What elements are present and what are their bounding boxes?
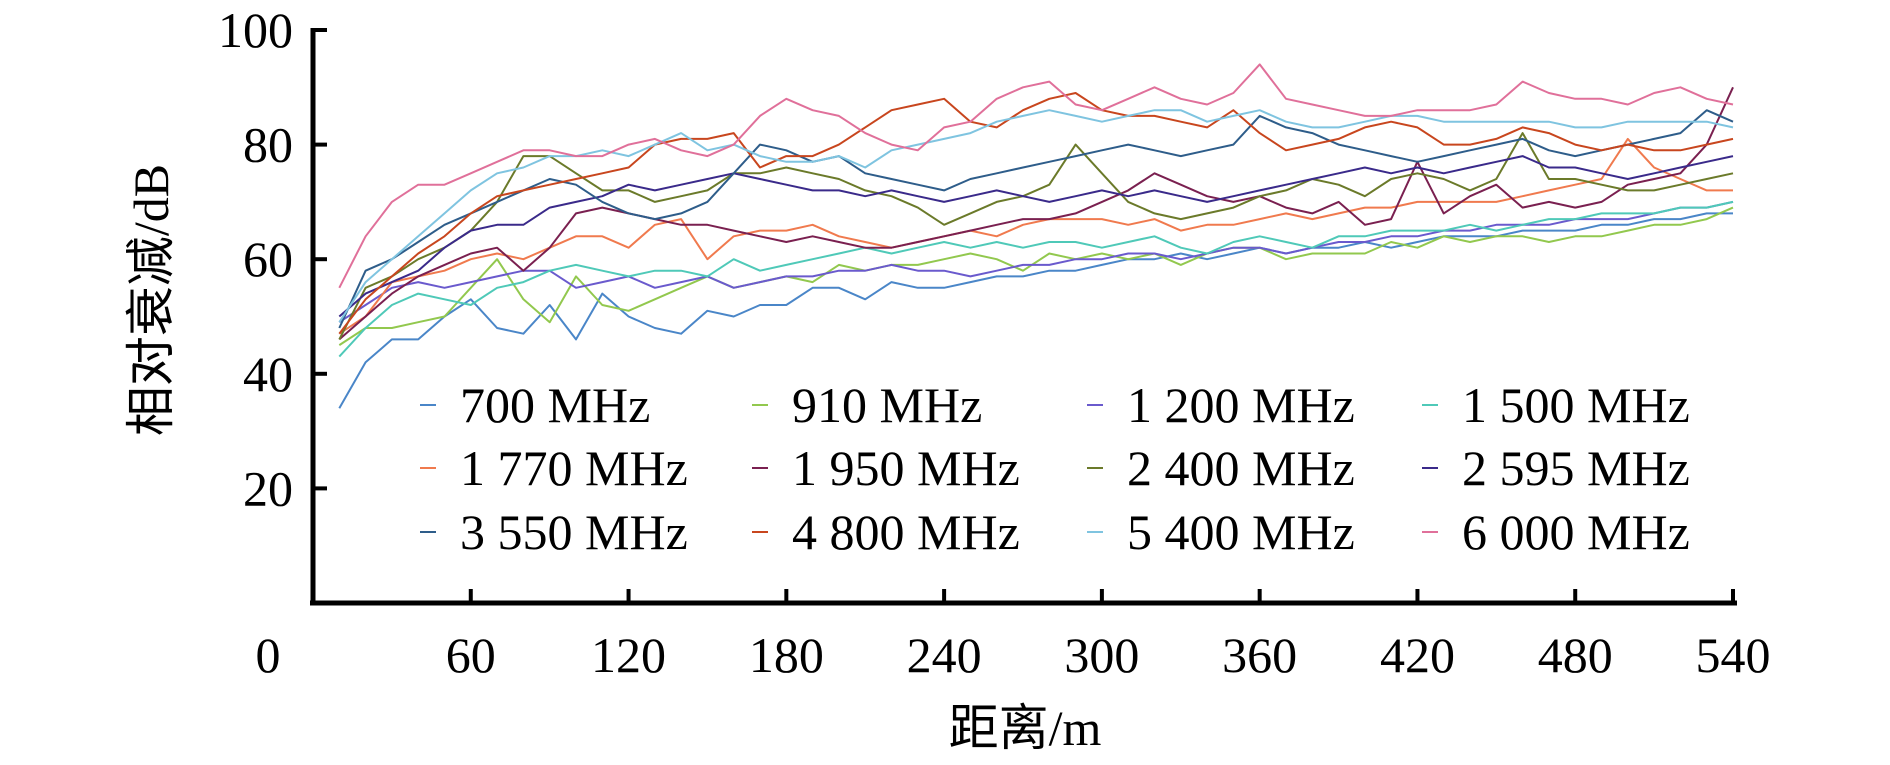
x-tick-label: 300 (1064, 627, 1139, 683)
legend-label: 3 550 MHz (460, 504, 688, 560)
y-tick-label: 40 (243, 346, 293, 402)
chart-axes (310, 28, 1737, 606)
series-line-10 (338, 109, 1734, 323)
x-tick-label: 240 (907, 627, 982, 683)
series-line-6 (338, 132, 1734, 340)
series-line-3 (338, 200, 1734, 358)
x-axis-ticks: 0 60 120 180 240 300 360 420 480 540 (256, 589, 1771, 683)
x-tick-label: 480 (1538, 627, 1613, 683)
legend-label: 910 MHz (792, 377, 982, 433)
series-line-8 (338, 109, 1734, 329)
x-tick-label: 360 (1222, 627, 1297, 683)
legend: 700 MHz 910 MHz 1 200 MHz 1 500 MHz 1 770 MH… (420, 377, 1690, 560)
series-line-1 (338, 206, 1734, 346)
legend-label: 5 400 MHz (1127, 504, 1355, 560)
series-line-2 (338, 200, 1734, 324)
legend-label: 1 770 MHz (460, 440, 688, 496)
y-axis-ticks: 20 40 60 80 100 (218, 2, 327, 516)
series-line-4 (338, 137, 1733, 335)
series-line-11 (338, 63, 1734, 289)
y-tick-label: 60 (243, 231, 293, 287)
series-line-7 (338, 155, 1734, 318)
legend-label: 4 800 MHz (792, 504, 1020, 560)
x-tick-label: 540 (1696, 627, 1771, 683)
y-axis-title: 相对衰减/dB (123, 164, 179, 436)
series-lines (338, 63, 1734, 409)
legend-label: 1 950 MHz (792, 440, 1020, 496)
legend-label: 1 500 MHz (1462, 377, 1690, 433)
x-tick-label: 0 (256, 627, 281, 683)
x-axis-title: 距离/m (949, 700, 1102, 756)
legend-label: 700 MHz (460, 377, 650, 433)
legend-label: 2 400 MHz (1127, 440, 1355, 496)
series-line-5 (338, 86, 1734, 341)
series-line-9 (338, 92, 1734, 335)
x-tick-label: 180 (749, 627, 824, 683)
legend-label: 1 200 MHz (1127, 377, 1355, 433)
y-tick-label: 80 (243, 117, 293, 173)
x-tick-label: 420 (1380, 627, 1455, 683)
legend-label: 6 000 MHz (1462, 504, 1690, 560)
x-tick-label: 60 (446, 627, 496, 683)
y-tick-label: 20 (243, 460, 293, 516)
legend-label: 2 595 MHz (1462, 440, 1690, 496)
x-tick-label: 120 (591, 627, 666, 683)
y-tick-label: 100 (218, 2, 293, 58)
